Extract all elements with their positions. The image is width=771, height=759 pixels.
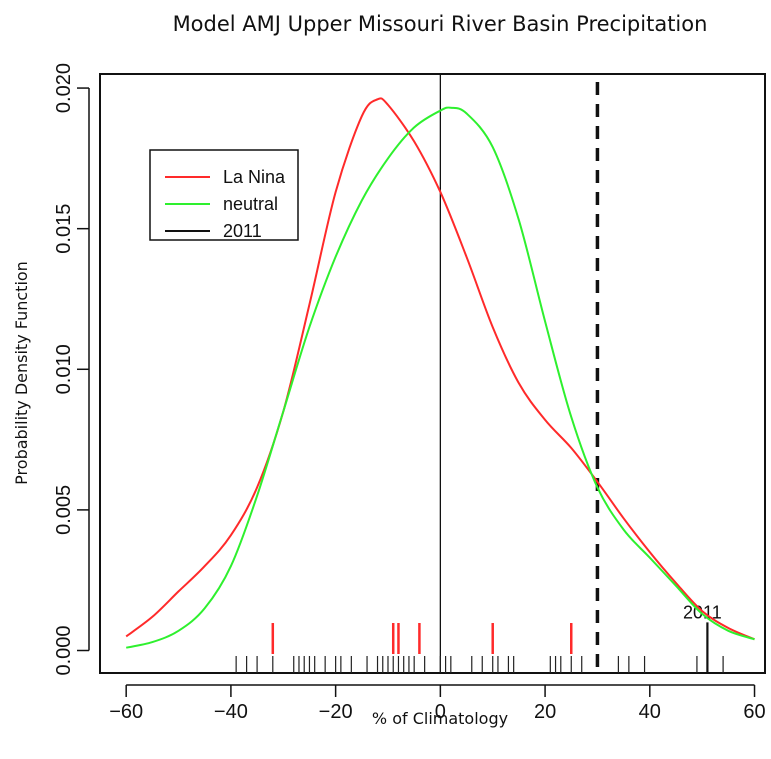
legend-label: 2011: [223, 221, 262, 241]
y-tick-label: 0.020: [53, 63, 75, 113]
x-tick-label: 0: [435, 701, 446, 723]
x-tick-label: 20: [534, 701, 556, 723]
plot-content: 2011: [125, 74, 755, 673]
x-tick-label: −60: [109, 701, 143, 723]
y-axis: 0.000 0.005 0.010 0.015 0.020: [53, 63, 90, 676]
legend-label: neutral: [223, 194, 278, 214]
legend: La Nina neutral 2011: [149, 149, 299, 241]
x-axis-title: % of Climatology: [372, 709, 508, 728]
x-axis: −60 −40 −20 0 20 40 60: [109, 684, 766, 723]
legend-box: [149, 149, 299, 241]
y-tick-label: 0.005: [53, 485, 75, 535]
y-tick-label: 0.010: [53, 344, 75, 394]
y-tick-label: 0.015: [53, 204, 75, 254]
chart-title: Model AMJ Upper Missouri River Basin Pre…: [173, 12, 708, 36]
x-tick-label: 60: [743, 701, 765, 723]
plot-frame: [99, 73, 766, 674]
legend-label: La Nina: [223, 167, 286, 187]
y-axis-title: Probability Density Function: [12, 261, 31, 485]
density-curve-neutral: [125, 106, 755, 649]
y-tick-label: 0.000: [53, 625, 75, 675]
density-curve-la-nina: [125, 97, 755, 641]
x-tick-label: 40: [639, 701, 661, 723]
x-tick-label: −20: [319, 701, 353, 723]
x-tick-label: −40: [214, 701, 248, 723]
